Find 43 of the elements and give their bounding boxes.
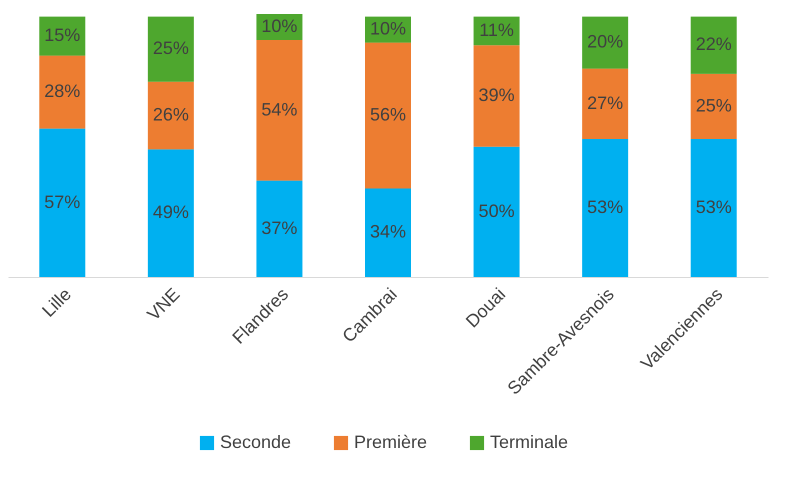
data-label: 25% [696,95,732,116]
data-label: 39% [478,85,515,106]
data-label: 53% [587,196,624,217]
data-label: 37% [261,218,298,238]
bar [148,149,194,277]
bar [39,128,86,277]
bar [690,16,737,74]
x-tick-label: Lille [38,284,76,321]
data-label: 54% [261,99,298,120]
data-label: 26% [152,104,189,125]
data-label: 34% [370,222,406,242]
data-label: 56% [370,104,406,125]
data-label: 49% [152,202,189,222]
legend-label: Terminale [490,432,568,452]
legend-label: Seconde [220,432,292,452]
bar [148,82,194,150]
bar [582,138,628,277]
data-label: 11% [479,20,514,40]
bar [256,40,302,181]
data-label: 10% [370,18,406,39]
bar [365,188,411,277]
bar [39,56,86,129]
data-label: 10% [261,16,298,36]
data-label: 25% [152,38,189,58]
bar [690,138,737,277]
data-label: 53% [696,196,732,217]
data-label: 22% [696,34,732,54]
legend-label: Première [354,432,428,452]
bar [148,16,194,82]
bar [582,68,628,139]
bar [690,74,737,139]
data-label: 20% [587,32,624,52]
data-label: 28% [44,81,80,102]
bar [365,42,411,188]
bar [474,45,520,147]
data-label: 27% [587,92,624,113]
x-tick-label: VNE [143,284,184,324]
data-label: 50% [478,200,515,221]
bar [474,146,520,277]
data-label: 15% [44,25,80,46]
bar [582,16,628,69]
data-label: 57% [44,192,80,212]
bar [256,180,302,277]
